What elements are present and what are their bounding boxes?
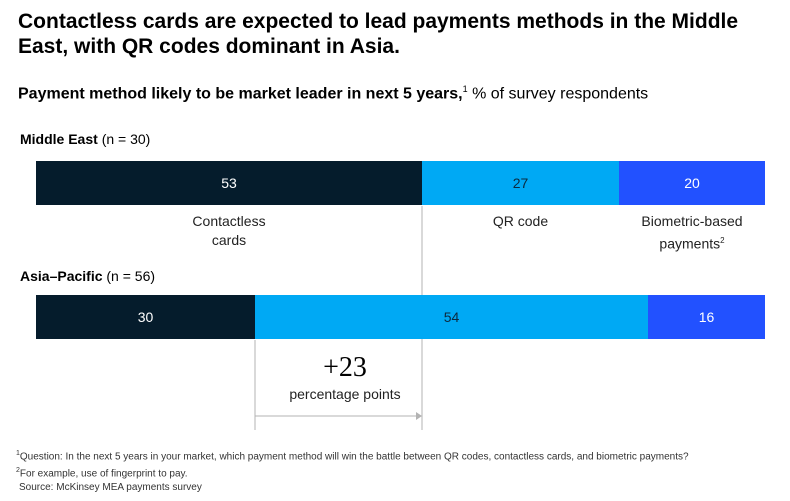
footnote-1: 1Question: In the next 5 years in your m… [16,447,689,464]
group-label-middle-east: Middle East (n = 30) [20,131,150,147]
category-label-qr: QR code [446,212,596,231]
footnote-2-marker: 2 [16,466,20,474]
segment-qr-code: 27 [422,161,619,205]
delta-value: +23 [323,352,367,383]
segment-contactless: 53 [36,161,422,205]
group-name: Asia–Pacific [20,268,103,284]
bar-middle-east: 53 27 20 [36,161,765,205]
data-label: 20 [684,175,700,191]
category-line1: QR code [492,213,549,229]
delta-label: percentage points [289,386,401,402]
category-line1: Biometric-based [641,213,743,229]
data-label: 54 [443,309,460,325]
footnote-1-marker: 1 [16,450,20,457]
source-note: Source: McKinsey MEA payments survey [19,481,202,493]
segment-biometric: 16 [648,295,765,339]
footnote-2-text: For example, use of fingerprint to pay. [19,468,188,480]
category-line1: Contactless [192,213,266,229]
subtitle-footnote-ref: 1 [462,84,468,94]
chart-title: Contactless cards are expected to lead p… [18,10,739,58]
category-line2: payments [659,235,721,252]
subtitle-units: % of survey respondents [467,85,649,103]
group-name: Middle East [20,131,98,147]
category-footnote-ref: 2 [720,236,725,245]
category-label-biometric: Biometric-based payments2 [617,212,767,254]
footnote-2: 2For example, use of fingerprint to pay. [16,464,689,481]
delta-arrow-head [416,412,422,420]
segment-qr-code: 54 [255,295,648,339]
category-line2: cards [211,232,247,248]
footnote-1-text: Question: In the next 5 years in your ma… [19,451,689,463]
segment-biometric: 20 [619,161,765,205]
group-n: (n = 30) [101,131,151,147]
category-label-contactless: Contactless cards [154,212,304,250]
footnotes: 1Question: In the next 5 years in your m… [16,447,689,494]
bar-asia-pacific: 30 54 16 [36,295,765,339]
delta-annotation: +23 percentage points [255,352,435,402]
subtitle-bold: Payment method likely to be market leade… [18,85,463,103]
chart-subtitle: Payment method likely to be market leade… [18,84,648,103]
data-label: 30 [137,309,154,325]
data-label: 53 [221,175,237,191]
group-n: (n = 56) [106,268,156,284]
segment-contactless: 30 [36,295,255,339]
group-label-asia-pacific: Asia–Pacific (n = 56) [20,268,155,284]
data-label: 27 [512,175,529,191]
data-label: 16 [698,309,715,325]
